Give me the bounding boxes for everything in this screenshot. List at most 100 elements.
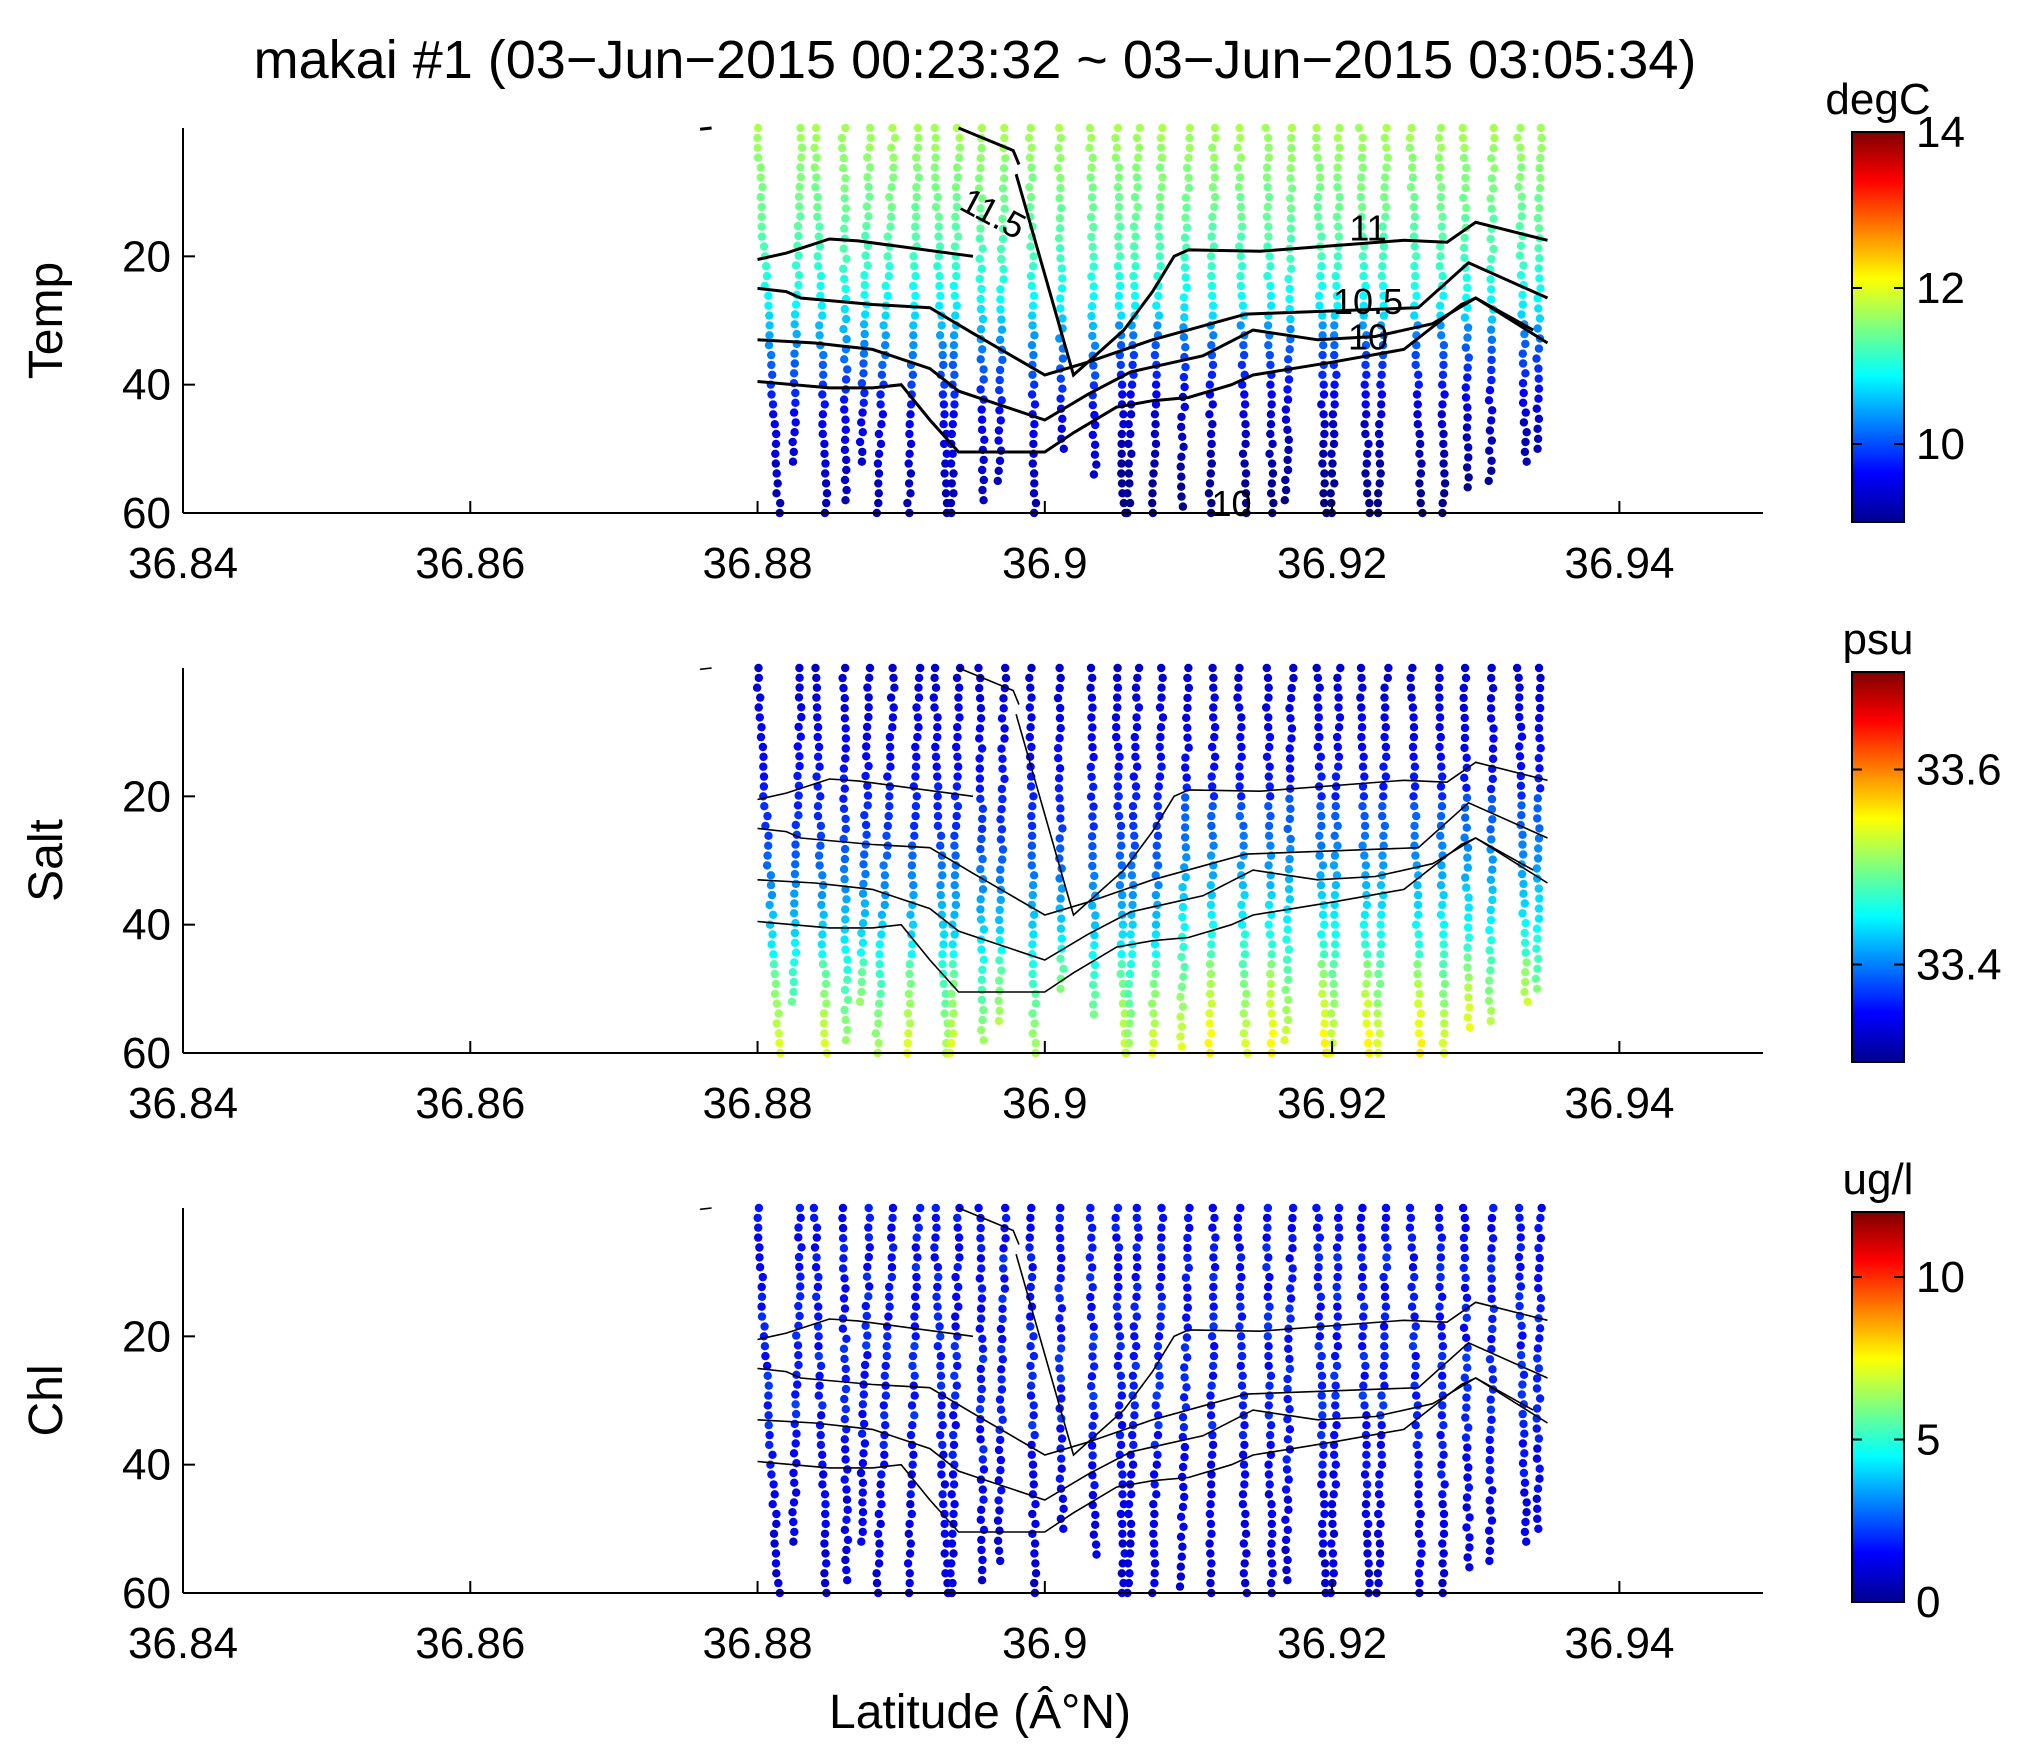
data-point [864,712,873,722]
data-point [1238,960,1248,969]
data-point [1438,792,1447,801]
data-point [1056,1233,1065,1243]
data-point [934,212,944,221]
data-point [1330,1430,1339,1440]
data-point [1124,1500,1134,1509]
data-point [1458,1203,1468,1213]
data-point [839,244,848,253]
data-point [948,360,958,370]
data-point [1205,1539,1214,1548]
data-point [840,355,849,364]
data-point [1241,479,1250,488]
data-point [1379,792,1388,801]
data-point [1357,1253,1366,1262]
data-point [911,762,921,771]
data-point [816,841,825,850]
data-point [1262,1243,1271,1252]
data-point [974,174,984,183]
data-point [1533,814,1542,823]
data-point [948,1029,958,1038]
data-point [912,163,922,172]
contour-line [757,296,1534,454]
data-point [996,1455,1006,1465]
data-point [1285,794,1294,803]
data-point [1268,1019,1278,1028]
data-point [888,663,897,673]
data-point [881,311,890,320]
data-point [861,1321,870,1331]
data-point [1056,304,1065,313]
data-point [1464,453,1473,462]
data-point [1242,989,1251,998]
data-point [818,1401,827,1410]
data-point [1087,272,1096,281]
data-point [1178,502,1188,511]
data-point [1463,403,1472,412]
data-point [885,792,894,801]
data-point [1335,143,1344,152]
data-point [1413,969,1422,979]
data-point [1114,1263,1123,1272]
data-point [1266,1549,1276,1558]
data-point [1154,1421,1163,1430]
data-point [819,1470,828,1479]
data-point [1126,930,1135,939]
data-point [978,244,987,253]
data-point [1026,242,1035,251]
data-point [1091,911,1100,920]
data-point [1148,498,1157,508]
data-point [1329,439,1339,449]
data-point [1087,302,1097,311]
data-point [1124,1578,1134,1588]
data-point [948,1529,957,1539]
data-point [1440,1480,1449,1489]
data-point [1283,395,1293,404]
data-point [1207,439,1216,449]
data-point [1462,1503,1471,1512]
data-point [753,133,762,143]
data-point [1358,232,1367,241]
data-point [1516,241,1526,250]
data-point [767,350,776,360]
data-point [812,1292,821,1302]
data-point [889,673,898,683]
data-point [1357,742,1367,752]
data-point [1488,1375,1498,1384]
data-point [1439,360,1448,370]
data-point [1135,123,1145,133]
data-point [1240,1559,1249,1568]
data-point [1413,410,1422,419]
data-point [1383,673,1393,683]
data-point [1210,762,1219,771]
data-point [1114,811,1124,821]
data-point [818,930,827,939]
data-point [877,979,886,989]
data-point [758,742,768,752]
data-point [1462,423,1472,432]
data-point [1088,1263,1097,1272]
data-point [1266,969,1275,979]
data-point [1176,462,1185,471]
data-point [1361,429,1370,439]
data-point [1085,1213,1095,1223]
data-point [1331,811,1340,821]
data-point [813,1282,823,1292]
data-point [1151,341,1160,350]
data-point [1377,940,1386,949]
data-point [1535,734,1544,743]
data-point [1117,439,1126,449]
data-point [1436,910,1446,919]
contour-label: 10.5 [1333,281,1403,322]
data-point [1116,1371,1126,1381]
data-point [1089,782,1098,791]
data-point [1208,1292,1218,1302]
data-point [1284,1505,1293,1515]
data-point [1089,262,1098,271]
data-point [815,321,824,330]
data-point [975,254,984,263]
data-point [995,386,1004,395]
data-point [1286,804,1295,813]
data-point [1319,1490,1328,1499]
data-point [1318,910,1328,919]
data-point [864,1233,874,1242]
